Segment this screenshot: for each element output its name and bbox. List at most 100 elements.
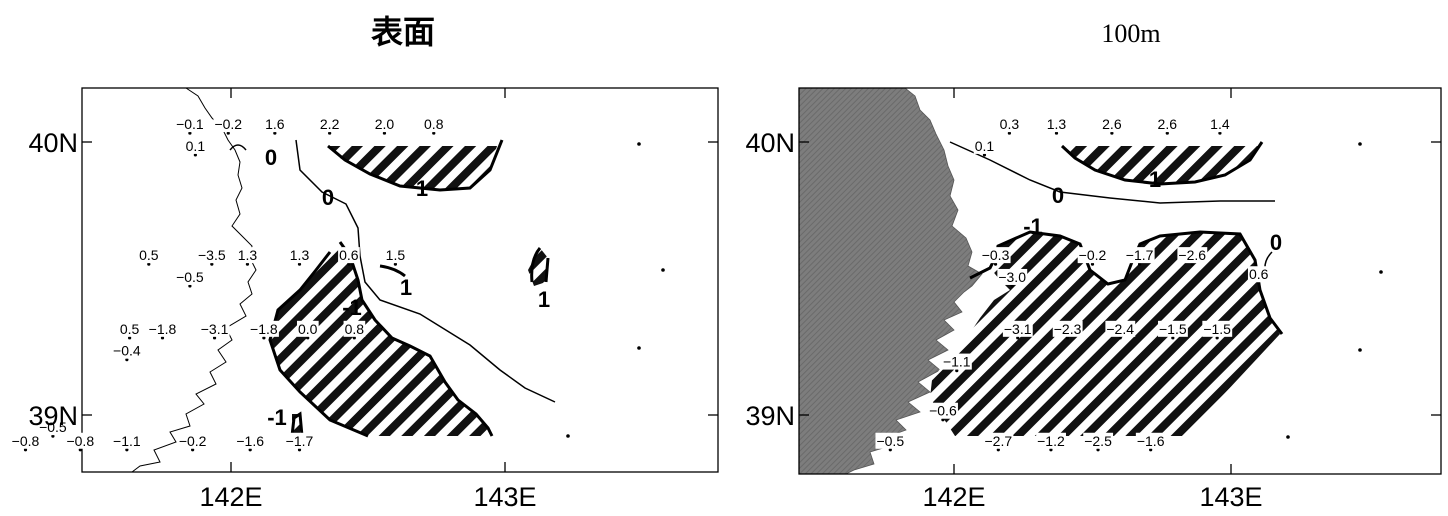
station-value-background — [296, 320, 319, 337]
contour-label: 1 — [400, 275, 412, 300]
contour-line — [290, 411, 304, 437]
station-value: 0.1 — [975, 138, 995, 154]
station-value-background — [10, 432, 41, 449]
station-value-background — [177, 432, 208, 449]
station-dot — [432, 131, 436, 135]
station-value-background — [38, 419, 68, 436]
station-value: −0.5 — [39, 419, 67, 435]
station-value-background — [1135, 432, 1166, 449]
station-value-background — [175, 116, 205, 133]
station-value-background — [1045, 116, 1068, 133]
station-value-background — [1036, 432, 1066, 449]
station-value-background — [1105, 320, 1136, 337]
station-dot — [128, 336, 132, 340]
station-value-background — [1177, 247, 1208, 264]
lon-label: 142E — [199, 482, 262, 512]
station-dot — [382, 131, 387, 135]
station-dot — [1090, 262, 1095, 266]
station-dot — [328, 131, 332, 135]
station-value: 0.1 — [186, 138, 206, 154]
contour-line — [1060, 141, 1264, 186]
station-dot — [1165, 131, 1169, 135]
station-value: 1.3 — [290, 247, 310, 263]
station-markers — [566, 142, 665, 438]
lon-label: 142E — [922, 482, 985, 512]
station-dot — [1171, 336, 1175, 340]
station-value: −1.5 — [1159, 321, 1187, 337]
station-dot — [1110, 131, 1114, 135]
station-dot — [1049, 448, 1053, 452]
station-value: 2.0 — [375, 116, 395, 132]
station-value: 0.8 — [424, 116, 444, 132]
station-dot — [23, 448, 28, 452]
station-value-background — [318, 116, 341, 133]
station-value: −0.8 — [66, 433, 94, 449]
station-value: −3.1 — [1004, 321, 1032, 337]
contour-line — [268, 251, 369, 438]
station-value-background — [1052, 320, 1083, 337]
contour-label: 0 — [265, 145, 277, 170]
station-value: −1.2 — [1037, 433, 1065, 449]
station-value: −1.6 — [1137, 433, 1165, 449]
station-value-background — [1202, 320, 1233, 337]
station-value-background — [199, 320, 230, 337]
station-values-surface: −0.1 −0.2 0.1 1.6 2.2 2.0 0.8 0.5 −3.5 −0.5 1.3 1.3… — [10, 116, 445, 452]
station-dot — [297, 262, 302, 266]
station-dot — [212, 336, 217, 340]
station-dot — [125, 358, 129, 362]
contour-label: -1 — [342, 295, 362, 320]
station-value-background — [196, 247, 227, 264]
station-dot — [226, 131, 230, 135]
station-value-background — [1158, 320, 1188, 337]
station-value: −1.7 — [286, 433, 314, 449]
station-value: −1.8 — [250, 321, 278, 337]
station-value-background — [184, 137, 207, 154]
map-frame — [798, 87, 1442, 475]
station-value-background — [147, 320, 178, 337]
map-panel-100m: 0 0 1 -1 0.3 1.3 2.6 2.6 1.4 0.1 −0.3 −0.2 −1.7 −… — [745, 87, 1442, 512]
lon-label: 143E — [473, 482, 536, 512]
station-value-background — [236, 247, 259, 264]
station-dot — [982, 153, 987, 157]
station-dot — [941, 418, 945, 422]
station-value: 1.3 — [238, 247, 258, 263]
station-dot — [78, 448, 82, 452]
station-value: 0.5 — [120, 321, 140, 337]
station-value: −1.7 — [1126, 247, 1154, 263]
lon-label: 143E — [1199, 482, 1262, 512]
station-value: −0.2 — [1079, 247, 1107, 263]
contour-line — [530, 247, 542, 283]
station-dot — [1257, 281, 1261, 285]
contour-line — [295, 139, 556, 403]
station-value-background — [213, 116, 244, 133]
negative-anomaly-region — [270, 242, 492, 436]
station-value: 0.3 — [1000, 116, 1020, 132]
station-dot — [1137, 262, 1142, 266]
station-value-background — [288, 247, 311, 264]
station-value: −0.4 — [113, 343, 141, 359]
station-dot — [888, 448, 892, 452]
station-dot — [125, 448, 129, 452]
station-dot — [347, 262, 351, 266]
station-value: −3.5 — [198, 247, 226, 263]
lat-label: 39N — [28, 401, 78, 431]
station-dot — [1016, 336, 1020, 340]
lat-label: 40N — [745, 128, 795, 158]
station-value: 0.6 — [339, 247, 359, 263]
station-dot — [51, 434, 55, 438]
station-value: 0.6 — [1249, 266, 1269, 282]
station-dot — [1215, 336, 1219, 340]
station-value-background — [175, 268, 205, 285]
station-value-background — [1077, 247, 1108, 264]
station-value: −3.0 — [998, 269, 1026, 285]
station-value: −0.2 — [179, 433, 207, 449]
station-value-background — [1247, 266, 1270, 283]
positive-anomaly-region — [328, 146, 497, 190]
contour-line — [327, 139, 504, 192]
station-value: −0.8 — [12, 433, 40, 449]
station-dot — [191, 448, 195, 452]
station-dot — [245, 262, 250, 266]
station-dot — [160, 336, 165, 340]
station-value-background — [1209, 116, 1231, 133]
station-value-background — [1002, 320, 1033, 337]
